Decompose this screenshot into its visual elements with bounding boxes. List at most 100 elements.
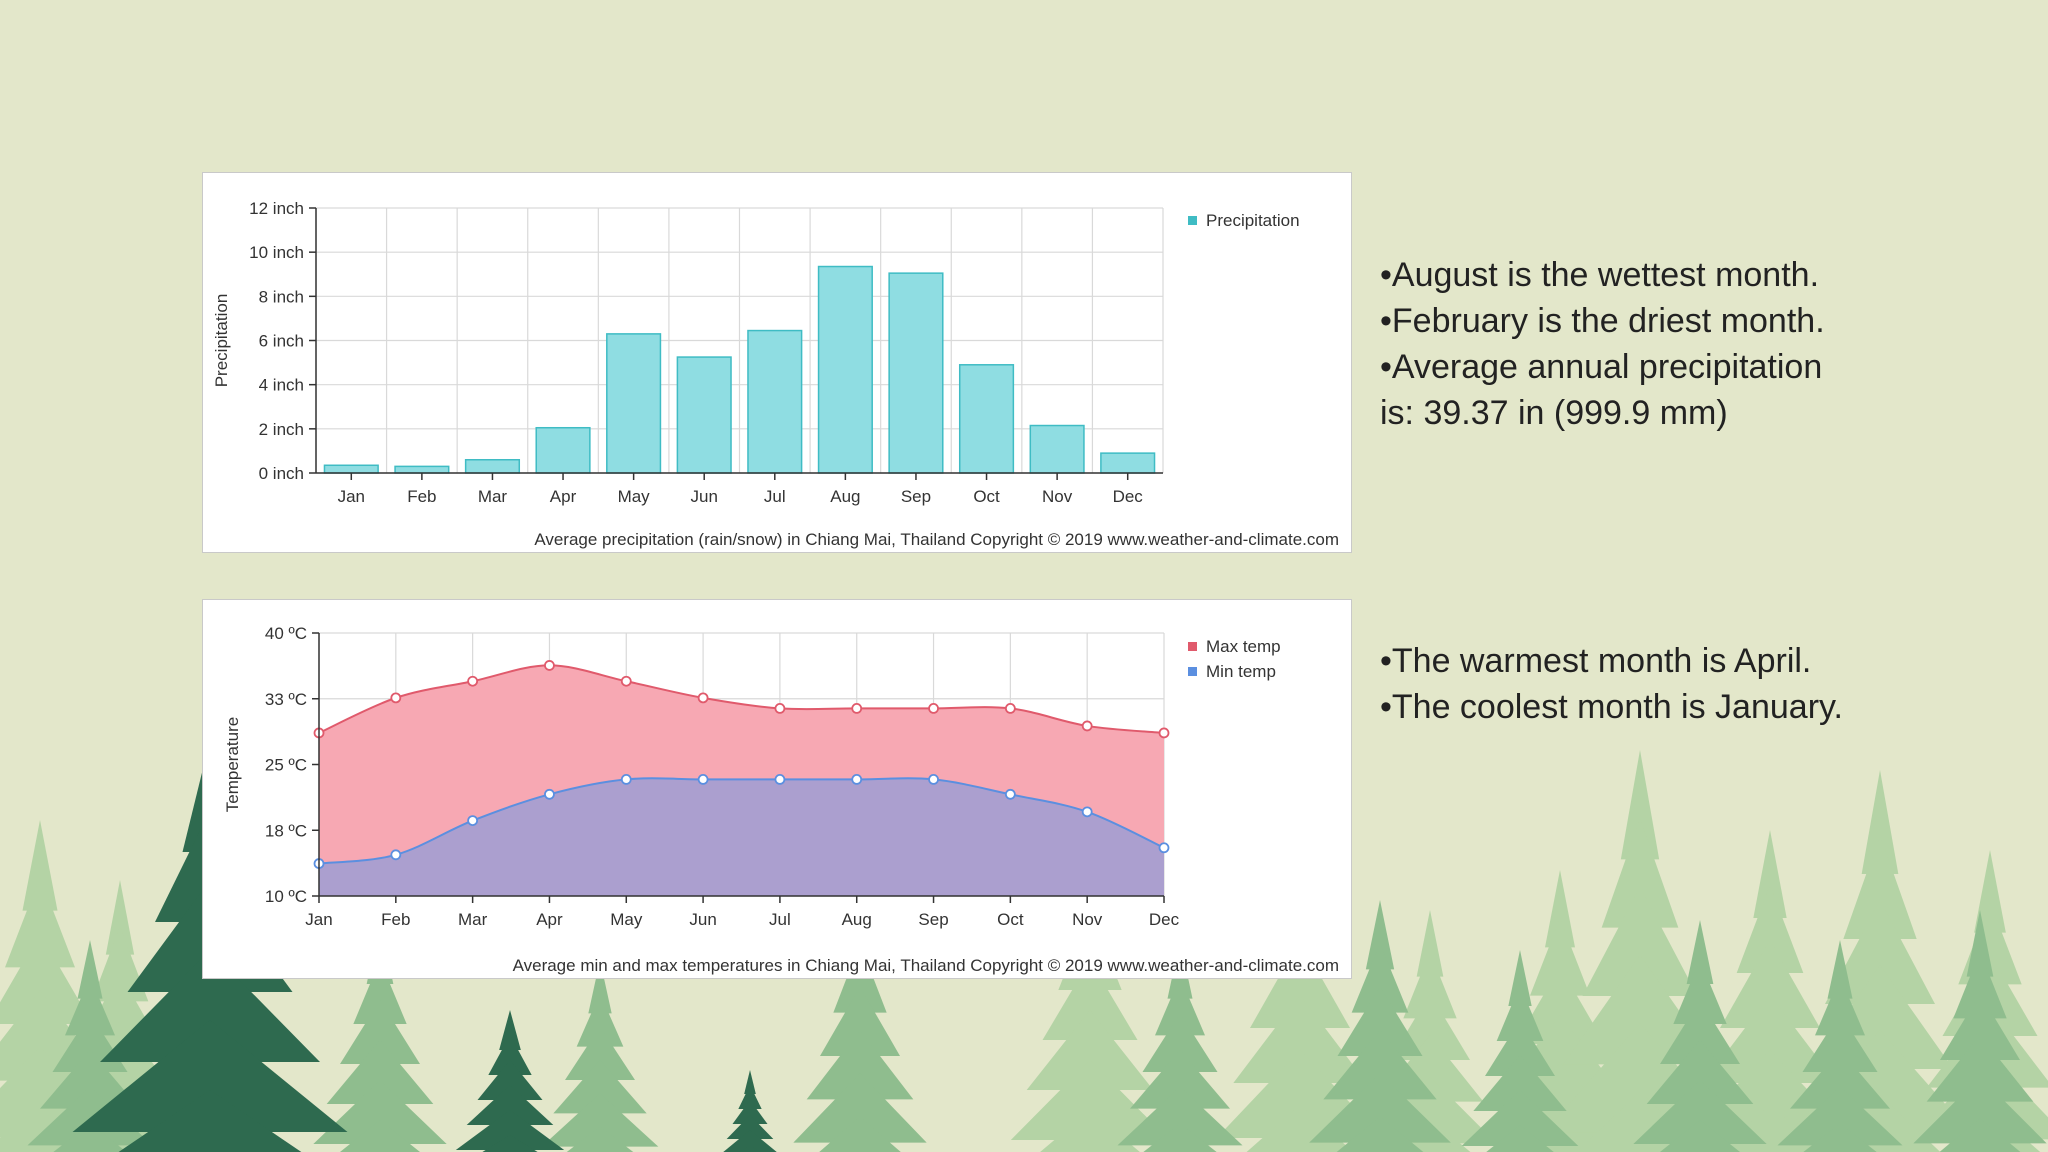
min-temp-point-feb <box>390 849 402 861</box>
max-temp-line <box>318 664 1165 734</box>
precip-bar-oct <box>958 364 1015 474</box>
max-temp-legend-label: Max temp <box>1206 637 1281 656</box>
pine-tree-mid-icon <box>1117 940 1243 1152</box>
precip-bar-feb <box>394 465 450 474</box>
max-temp-point-mar <box>467 675 479 687</box>
note-warmest: •The warmest month is April. <box>1380 642 1812 680</box>
precip-y-tick-label: 10 inch <box>249 243 304 262</box>
max-temp-point-jul <box>774 702 786 714</box>
precipitation-chart: 0 inch 2 inch 4 inch 6 inch 8 inch 10 inch 12 … <box>202 172 1352 553</box>
precip-x-tick-label: Dec <box>1113 487 1144 506</box>
min-temp-point-jul <box>774 774 786 785</box>
precip-bar-apr <box>535 426 591 474</box>
temp-x-tick-label: Oct <box>997 910 1024 929</box>
precip-x-tick-label: Jul <box>764 487 786 506</box>
precip-x-tick-label: Jun <box>690 487 717 506</box>
temp-x-tick-label: Mar <box>458 910 488 929</box>
max-temp-point-oct <box>1004 702 1016 714</box>
min-temp-point-mar <box>467 815 479 827</box>
precip-bar-sep <box>888 272 944 474</box>
temperature-chart: 10 ºC 18 ºC 25 ºC 33 ºC 40 ºC Jan Feb Mar Apr May… <box>202 599 1352 979</box>
temperature-notes: •The warmest month is April. •The cooles… <box>1380 638 2020 730</box>
temp-x-tick-label: Jul <box>769 910 791 929</box>
precip-y-tick-label: 6 inch <box>259 332 304 351</box>
precip-bar-jun <box>676 356 732 474</box>
temp-x-tick-label: Feb <box>381 910 410 929</box>
precip-y-tick-label: 0 inch <box>259 464 304 483</box>
pine-tree-mid-icon <box>541 960 659 1152</box>
precip-legend-label: Precipitation <box>1206 211 1300 230</box>
pine-tree-dark-icon <box>723 1070 777 1152</box>
precip-bar-nov <box>1029 424 1085 474</box>
precip-bar-jul <box>747 329 803 474</box>
pine-tree-mid-icon <box>1633 920 1767 1152</box>
note-annual-precip: •Average annual precipitation <box>1380 348 1823 386</box>
min-temp-point-aug <box>851 774 863 785</box>
note-wettest: •August is the wettest month. <box>1380 256 1820 294</box>
pine-tree-mid-icon <box>1461 950 1579 1152</box>
max-temp-legend-swatch <box>1188 642 1197 651</box>
max-temp-point-apr <box>544 660 555 671</box>
precip-y-tick-label: 2 inch <box>259 420 304 439</box>
max-temp-point-jun <box>697 692 709 704</box>
precip-bar-may <box>606 333 662 474</box>
min-temp-line <box>318 777 1165 865</box>
temp-x-tick-label: May <box>610 910 643 929</box>
precip-legend-swatch <box>1188 216 1197 225</box>
pine-tree-dark-icon <box>455 1010 565 1152</box>
precip-y-axis-label: Precipitation <box>212 294 231 388</box>
temp-x-tick-label: Dec <box>1149 910 1180 929</box>
max-temp-point-sep <box>928 702 939 714</box>
temp-y-tick-label: 10 ºC <box>265 887 307 906</box>
pine-tree-mid-icon <box>1777 940 1903 1152</box>
precip-bar-aug <box>817 265 873 474</box>
temperature-chart-canvas: 10 ºC 18 ºC 25 ºC 33 ºC 40 ºC Jan Feb Mar Apr May… <box>223 624 1339 975</box>
precipitation-chart-canvas: 0 inch 2 inch 4 inch 6 inch 8 inch 10 inch 12 … <box>212 199 1339 549</box>
temp-x-tick-label: Sep <box>918 910 948 929</box>
precip-x-tick-label: Sep <box>901 487 931 506</box>
precip-caption: Average precipitation (rain/snow) in Chi… <box>534 530 1339 549</box>
temp-y-tick-label: 40 ºC <box>265 624 307 643</box>
pine-tree-mid-icon <box>1309 900 1451 1152</box>
precip-y-tick-label: 12 inch <box>249 199 304 218</box>
max-temp-point-feb <box>390 692 402 704</box>
min-temp-point-nov <box>1081 806 1093 818</box>
min-temp-point-apr <box>544 788 555 800</box>
precip-y-tick-label: 8 inch <box>259 287 304 306</box>
precipitation-notes: •August is the wettest month. •February … <box>1380 252 2020 436</box>
min-temp-point-oct <box>1004 788 1016 800</box>
temp-y-tick-label: 25 ºC <box>265 756 307 775</box>
precip-y-tick-label: 4 inch <box>259 376 304 395</box>
max-temp-point-may <box>620 675 632 687</box>
precip-x-tick-label: Mar <box>478 487 508 506</box>
min-temp-legend-label: Min temp <box>1206 662 1276 681</box>
min-temp-legend-swatch <box>1188 667 1197 676</box>
temp-caption: Average min and max temperatures in Chia… <box>513 956 1339 975</box>
precip-bar-jan <box>323 464 379 474</box>
precip-bar-dec <box>1100 452 1156 474</box>
temp-x-tick-label: Jun <box>689 910 716 929</box>
note-coolest: •The coolest month is January. <box>1380 688 1843 726</box>
min-temp-area <box>319 778 1164 896</box>
precip-x-tick-label: Feb <box>407 487 436 506</box>
precip-x-tick-label: Aug <box>830 487 860 506</box>
temp-x-tick-label: Apr <box>536 910 563 929</box>
max-temp-point-dec <box>1158 727 1170 739</box>
precip-x-tick-label: Apr <box>550 487 577 506</box>
temp-x-tick-label: Jan <box>305 910 332 929</box>
precip-x-tick-label: Oct <box>973 487 1000 506</box>
precip-x-tick-label: Nov <box>1042 487 1073 506</box>
temp-x-tick-label: Nov <box>1072 910 1103 929</box>
temp-y-tick-label: 18 ºC <box>265 821 307 840</box>
precip-x-tick-label: Jan <box>338 487 365 506</box>
pine-tree-mid-icon <box>1913 910 2047 1152</box>
max-temp-point-aug <box>851 702 863 714</box>
min-temp-point-may <box>620 774 632 785</box>
precip-bar-mar <box>464 459 521 474</box>
temp-y-tick-label: 33 ºC <box>265 690 307 709</box>
temp-x-tick-label: Aug <box>842 910 872 929</box>
min-temp-point-jun <box>697 774 709 785</box>
note-annual-precip-value: is: 39.37 in (999.9 mm) <box>1380 394 1728 432</box>
max-temp-point-nov <box>1081 720 1093 732</box>
